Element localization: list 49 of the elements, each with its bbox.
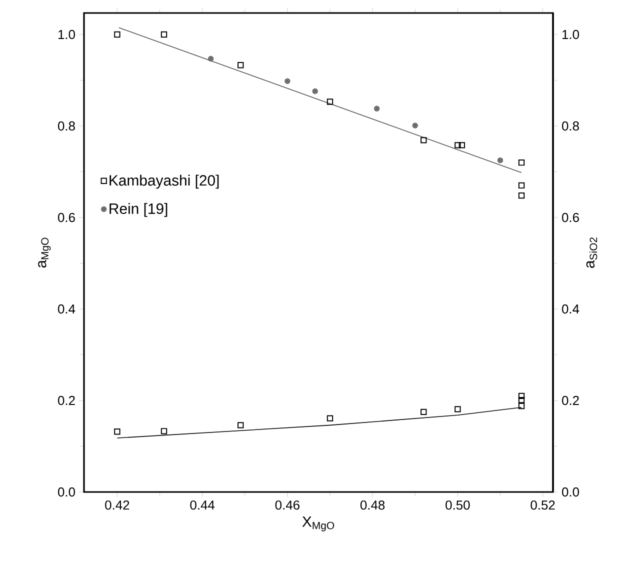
x-tick-label: 0.52	[530, 500, 555, 510]
point	[114, 428, 120, 435]
y2-tick-label: 0.8	[562, 121, 579, 131]
point	[412, 122, 418, 128]
point	[374, 106, 380, 112]
point	[326, 415, 334, 422]
y-tick-label: 0.0	[58, 487, 75, 497]
y2-tick-label: 0.6	[562, 212, 579, 222]
y-tick-label: 1.0	[58, 30, 75, 40]
point	[518, 192, 525, 199]
point	[454, 142, 461, 148]
line-series	[116, 406, 522, 438]
x-tick-label: 0.44	[190, 500, 215, 510]
y-tick-label: 0.2	[58, 396, 75, 406]
point	[208, 56, 214, 62]
y2-tick-label: 0.0	[562, 487, 580, 497]
point	[420, 408, 427, 416]
point	[518, 182, 525, 189]
point	[518, 392, 525, 400]
point	[238, 62, 244, 68]
y-tick-label: 0.4	[58, 304, 76, 314]
y-axis-title: a$_{MgO}$	[38, 238, 51, 268]
y2-tick-label: 0.4	[562, 304, 580, 314]
point	[284, 78, 290, 84]
legend-label: Rein [19]	[110, 202, 168, 217]
point	[238, 422, 244, 428]
legend-label: Kambayashi [20]	[110, 174, 219, 189]
point	[160, 31, 168, 38]
point	[420, 137, 427, 144]
point	[518, 396, 525, 404]
y2-axis-title: a$_{SiO2}$	[586, 238, 598, 268]
point	[518, 160, 525, 166]
x-tick-label: 0.50	[446, 500, 470, 510]
point	[454, 406, 461, 412]
y-tick-label: 0.6	[58, 212, 75, 222]
point	[518, 402, 525, 410]
point	[160, 428, 168, 434]
y2-tick-label: 0.2	[562, 396, 579, 406]
x-tick-label: 0.42	[105, 500, 130, 510]
point	[497, 158, 504, 164]
y-tick-label: 0.8	[58, 121, 75, 131]
point	[458, 142, 466, 148]
point	[326, 98, 334, 105]
x-axis-title: X$_{MgO}$	[302, 516, 334, 532]
point	[114, 31, 120, 38]
y2-tick-label: 1.0	[562, 30, 580, 40]
x-tick-label: 0.46	[275, 500, 300, 510]
point	[312, 88, 318, 94]
x-tick-label: 0.48	[360, 500, 385, 510]
